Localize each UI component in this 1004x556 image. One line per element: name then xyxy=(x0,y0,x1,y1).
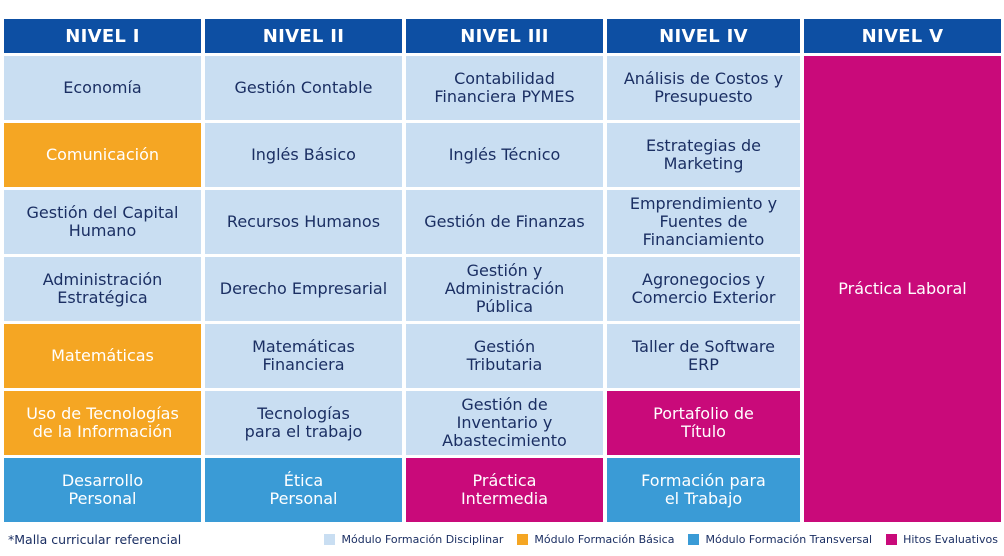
swatch-basica xyxy=(517,533,529,545)
module-cell: Emprendimiento y Fuentes de Financiamien… xyxy=(607,190,800,254)
legend-label: Módulo Formación Transversal xyxy=(705,532,873,546)
header-nivel-4: NIVEL IV xyxy=(607,19,800,53)
module-cell: Agronegocios y Comercio Exterior xyxy=(607,257,800,321)
module-cell: Administración Estratégica xyxy=(4,257,201,321)
swatch-transversal xyxy=(688,533,700,545)
module-cell: Desarrollo Personal xyxy=(4,458,201,522)
swatch-hitos xyxy=(886,533,898,545)
legend-label: Módulo Formación Básica xyxy=(534,532,675,546)
module-cell: Formación para el Trabajo xyxy=(607,458,800,522)
curriculum-grid: NIVEL I NIVEL II NIVEL III NIVEL IV NIVE… xyxy=(4,19,1001,522)
footnote: *Malla curricular referencial xyxy=(8,531,182,547)
header-nivel-1: NIVEL I xyxy=(4,19,201,53)
module-cell: Gestión Tributaria xyxy=(406,324,603,388)
legend: Módulo Formación Disciplinar Módulo Form… xyxy=(324,533,998,546)
module-cell: Inglés Básico xyxy=(205,123,402,187)
footer: *Malla curricular referencial Módulo For… xyxy=(8,528,998,550)
module-cell: Matemáticas xyxy=(4,324,201,388)
module-cell: Ética Personal xyxy=(205,458,402,522)
swatch-disciplinar xyxy=(324,533,336,545)
legend-label: Módulo Formación Disciplinar xyxy=(341,532,504,546)
legend-item: Módulo Formación Básica xyxy=(517,533,674,546)
module-cell: Estrategias de Marketing xyxy=(607,123,800,187)
module-cell: Derecho Empresarial xyxy=(205,257,402,321)
practica-laboral-cell: Práctica Laboral xyxy=(804,56,1001,522)
module-cell: Tecnologías para el trabajo xyxy=(205,391,402,455)
module-cell: Gestión Contable xyxy=(205,56,402,120)
module-cell: Gestión del Capital Humano xyxy=(4,190,201,254)
module-cell: Inglés Técnico xyxy=(406,123,603,187)
module-cell: Gestión y Administración Pública xyxy=(406,257,603,321)
header-nivel-3: NIVEL III xyxy=(406,19,603,53)
module-cell: Matemáticas Financiera xyxy=(205,324,402,388)
module-cell: Análisis de Costos y Presupuesto xyxy=(607,56,800,120)
module-cell: Portafolio de Título xyxy=(607,391,800,455)
module-cell: Gestión de Inventario y Abastecimiento xyxy=(406,391,603,455)
legend-item: Módulo Formación Transversal xyxy=(688,533,872,546)
module-cell: Recursos Humanos xyxy=(205,190,402,254)
header-nivel-5: NIVEL V xyxy=(804,19,1001,53)
module-cell: Contabilidad Financiera PYMES xyxy=(406,56,603,120)
module-cell: Gestión de Finanzas xyxy=(406,190,603,254)
module-cell: Comunicación xyxy=(4,123,201,187)
module-cell: Taller de Software ERP xyxy=(607,324,800,388)
header-nivel-2: NIVEL II xyxy=(205,19,402,53)
module-cell: Economía xyxy=(4,56,201,120)
legend-item: Módulo Formación Disciplinar xyxy=(324,533,503,546)
legend-label: Hitos Evaluativos xyxy=(903,532,998,546)
legend-item: Hitos Evaluativos xyxy=(886,533,998,546)
module-cell: Uso de Tecnologías de la Información xyxy=(4,391,201,455)
module-cell: Práctica Intermedia xyxy=(406,458,603,522)
